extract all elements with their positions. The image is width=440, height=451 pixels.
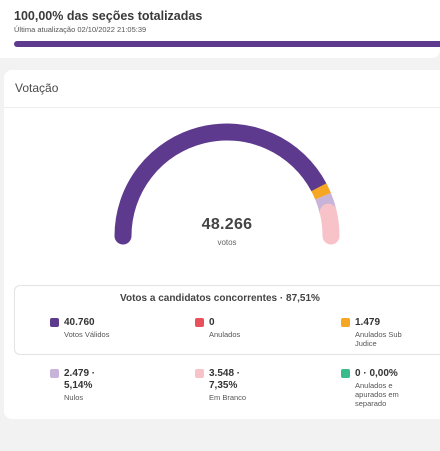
votes-gauge-chart xyxy=(114,123,340,245)
section-divider xyxy=(4,107,440,108)
candidates-votes-box xyxy=(14,285,440,355)
stat-votos-validos: 40.760 Votos Válidos xyxy=(50,317,160,341)
legend-square-green-icon xyxy=(341,369,350,378)
total-votes-value: 48.266 xyxy=(201,216,253,233)
totalization-progress-bar xyxy=(14,41,440,47)
stat-label: Em Branco xyxy=(209,393,247,402)
stat-value: 7,35% xyxy=(209,380,238,391)
stat-em-branco: 3.548 · 7,35% Em Branco xyxy=(195,368,305,404)
totalization-card: 100,00% das seções totalizadas Última at… xyxy=(0,0,440,58)
stat-value: 1.479 xyxy=(355,317,381,328)
stat-label: Anulados e xyxy=(355,381,393,390)
stat-label: apurados em xyxy=(355,390,399,399)
candidates-votes-title: Votos a candidatos concorrentes · 87,51% xyxy=(120,293,320,304)
stat-label: Nulos xyxy=(64,393,84,402)
stat-value: 0 · 0,00% xyxy=(355,368,398,379)
legend-square-pink-icon xyxy=(195,369,204,378)
stat-label: Judice xyxy=(355,339,377,348)
stat-value: 40.760 xyxy=(64,317,95,328)
gauge-segment-4 xyxy=(319,203,340,245)
stat-nulos: 2.479 · 5,14% Nulos xyxy=(50,368,160,404)
stat-value: 0 xyxy=(209,317,215,328)
stat-label: separado xyxy=(355,399,387,408)
totalization-progress-fill xyxy=(14,41,440,47)
gauge-segment-0 xyxy=(114,123,328,245)
legend-square-orange-icon xyxy=(341,318,350,327)
voting-section-title: Votação xyxy=(15,81,59,95)
stat-anulados: 0 Anulados xyxy=(195,317,305,341)
legend-square-purple-icon xyxy=(50,318,59,327)
stat-label: Anulados xyxy=(209,330,241,339)
legend-square-red-icon xyxy=(195,318,204,327)
gauge-segment-2 xyxy=(311,183,331,200)
stat-anulados-separado: 0 · 0,00% Anulados e apurados em separad… xyxy=(341,368,436,412)
total-votes-label: votos xyxy=(217,238,237,247)
legend-square-lilac-icon xyxy=(50,369,59,378)
totalization-title: 100,00% das seções totalizadas xyxy=(14,9,203,23)
stat-value: 2.479 · xyxy=(64,368,96,379)
stat-value: 5,14% xyxy=(64,380,93,391)
stat-value: 3.548 · xyxy=(209,368,241,379)
stat-label: Votos Válidos xyxy=(64,330,110,339)
stat-anulados-sub-judice: 1.479 Anulados Sub Judice xyxy=(341,317,436,351)
stat-label: Anulados Sub xyxy=(355,330,402,339)
last-update-text: Última atualização 02/10/2022 21:05:39 xyxy=(14,25,147,34)
